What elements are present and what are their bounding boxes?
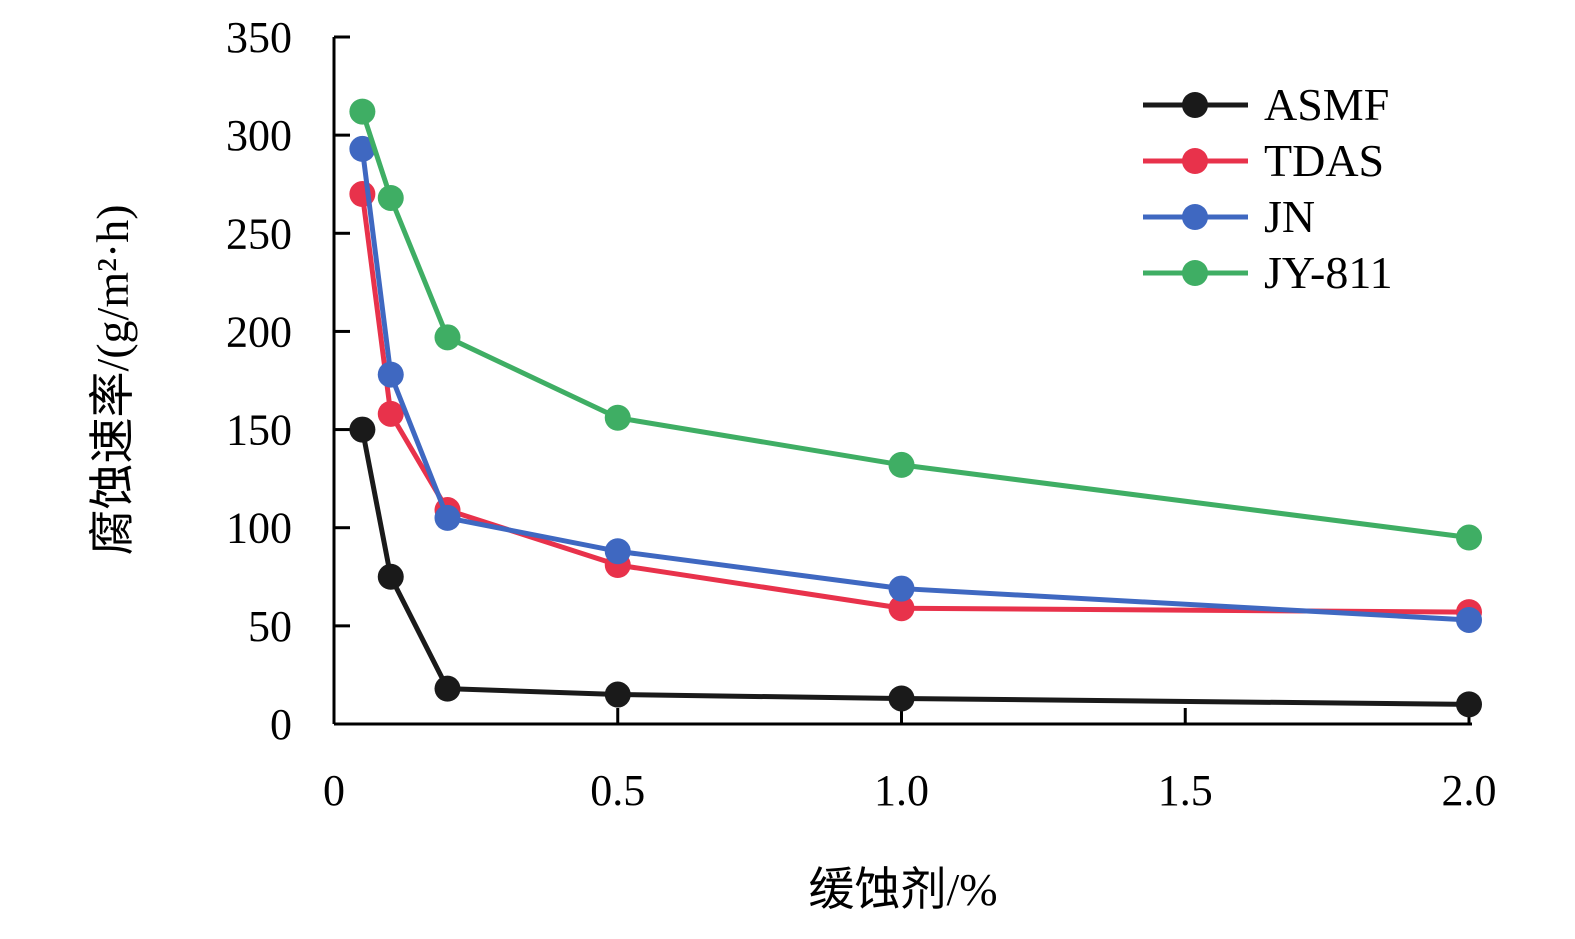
x-axis-title: 缓蚀剂/% [808,864,997,915]
legend-item: TDAS [1143,135,1384,186]
x-tick-label: 1.5 [1158,766,1213,815]
data-point [888,451,915,478]
data-point [888,685,915,712]
series-line [359,429,1470,707]
x-tick-label: 2.0 [1442,766,1497,815]
series-jn [349,135,1482,633]
legend-marker [1182,260,1208,286]
data-point [377,361,404,388]
data-point [434,675,461,702]
y-tick-label: 50 [248,602,292,651]
data-point [1456,691,1482,718]
data-point [888,595,915,622]
y-tick-label: 250 [226,209,292,258]
data-point [349,98,376,125]
x-tick-label: 0.5 [590,766,645,815]
data-point [377,400,404,427]
legend-marker [1182,92,1208,118]
data-point [604,404,631,431]
y-tick-label: 100 [226,504,292,553]
y-tick-label: 0 [270,700,292,749]
legend-label: JY-811 [1264,247,1393,298]
series-jy-811 [349,98,1482,551]
data-point [888,575,915,602]
series-asmf [349,416,1482,718]
series-line [359,110,1470,541]
y-tick-label: 300 [226,111,292,160]
data-point [349,416,376,443]
y-tick-label: 150 [226,406,292,455]
data-point [434,324,461,351]
legend-item: JN [1143,191,1315,242]
x-ticks: 0 0.5 1.0 1.5 2.0 [323,708,1497,815]
data-point [604,538,631,565]
series-line [359,148,1470,623]
y-ticks: 0 50 100 150 200 250 300 350 [226,13,350,749]
series-layer [349,98,1482,718]
data-point [377,184,404,211]
x-tick-label: 1.0 [874,766,929,815]
legend-item: ASMF [1143,79,1389,130]
legend-label: TDAS [1264,135,1384,186]
data-point [377,563,404,590]
legend-item: JY-811 [1143,247,1393,298]
data-point [1456,606,1482,633]
legend-label: ASMF [1264,79,1389,130]
data-point [349,135,376,162]
legend-marker [1182,204,1208,230]
data-point [434,504,461,531]
y-tick-label: 350 [226,13,292,62]
legend-label: JN [1264,191,1315,242]
data-point [1456,524,1482,551]
y-axis-title: 腐蚀速率/(g/m²·h) [87,204,138,555]
x-tick-label: 0 [323,766,345,815]
legend-marker [1182,148,1208,174]
y-tick-label: 200 [226,307,292,356]
data-point [604,681,631,708]
